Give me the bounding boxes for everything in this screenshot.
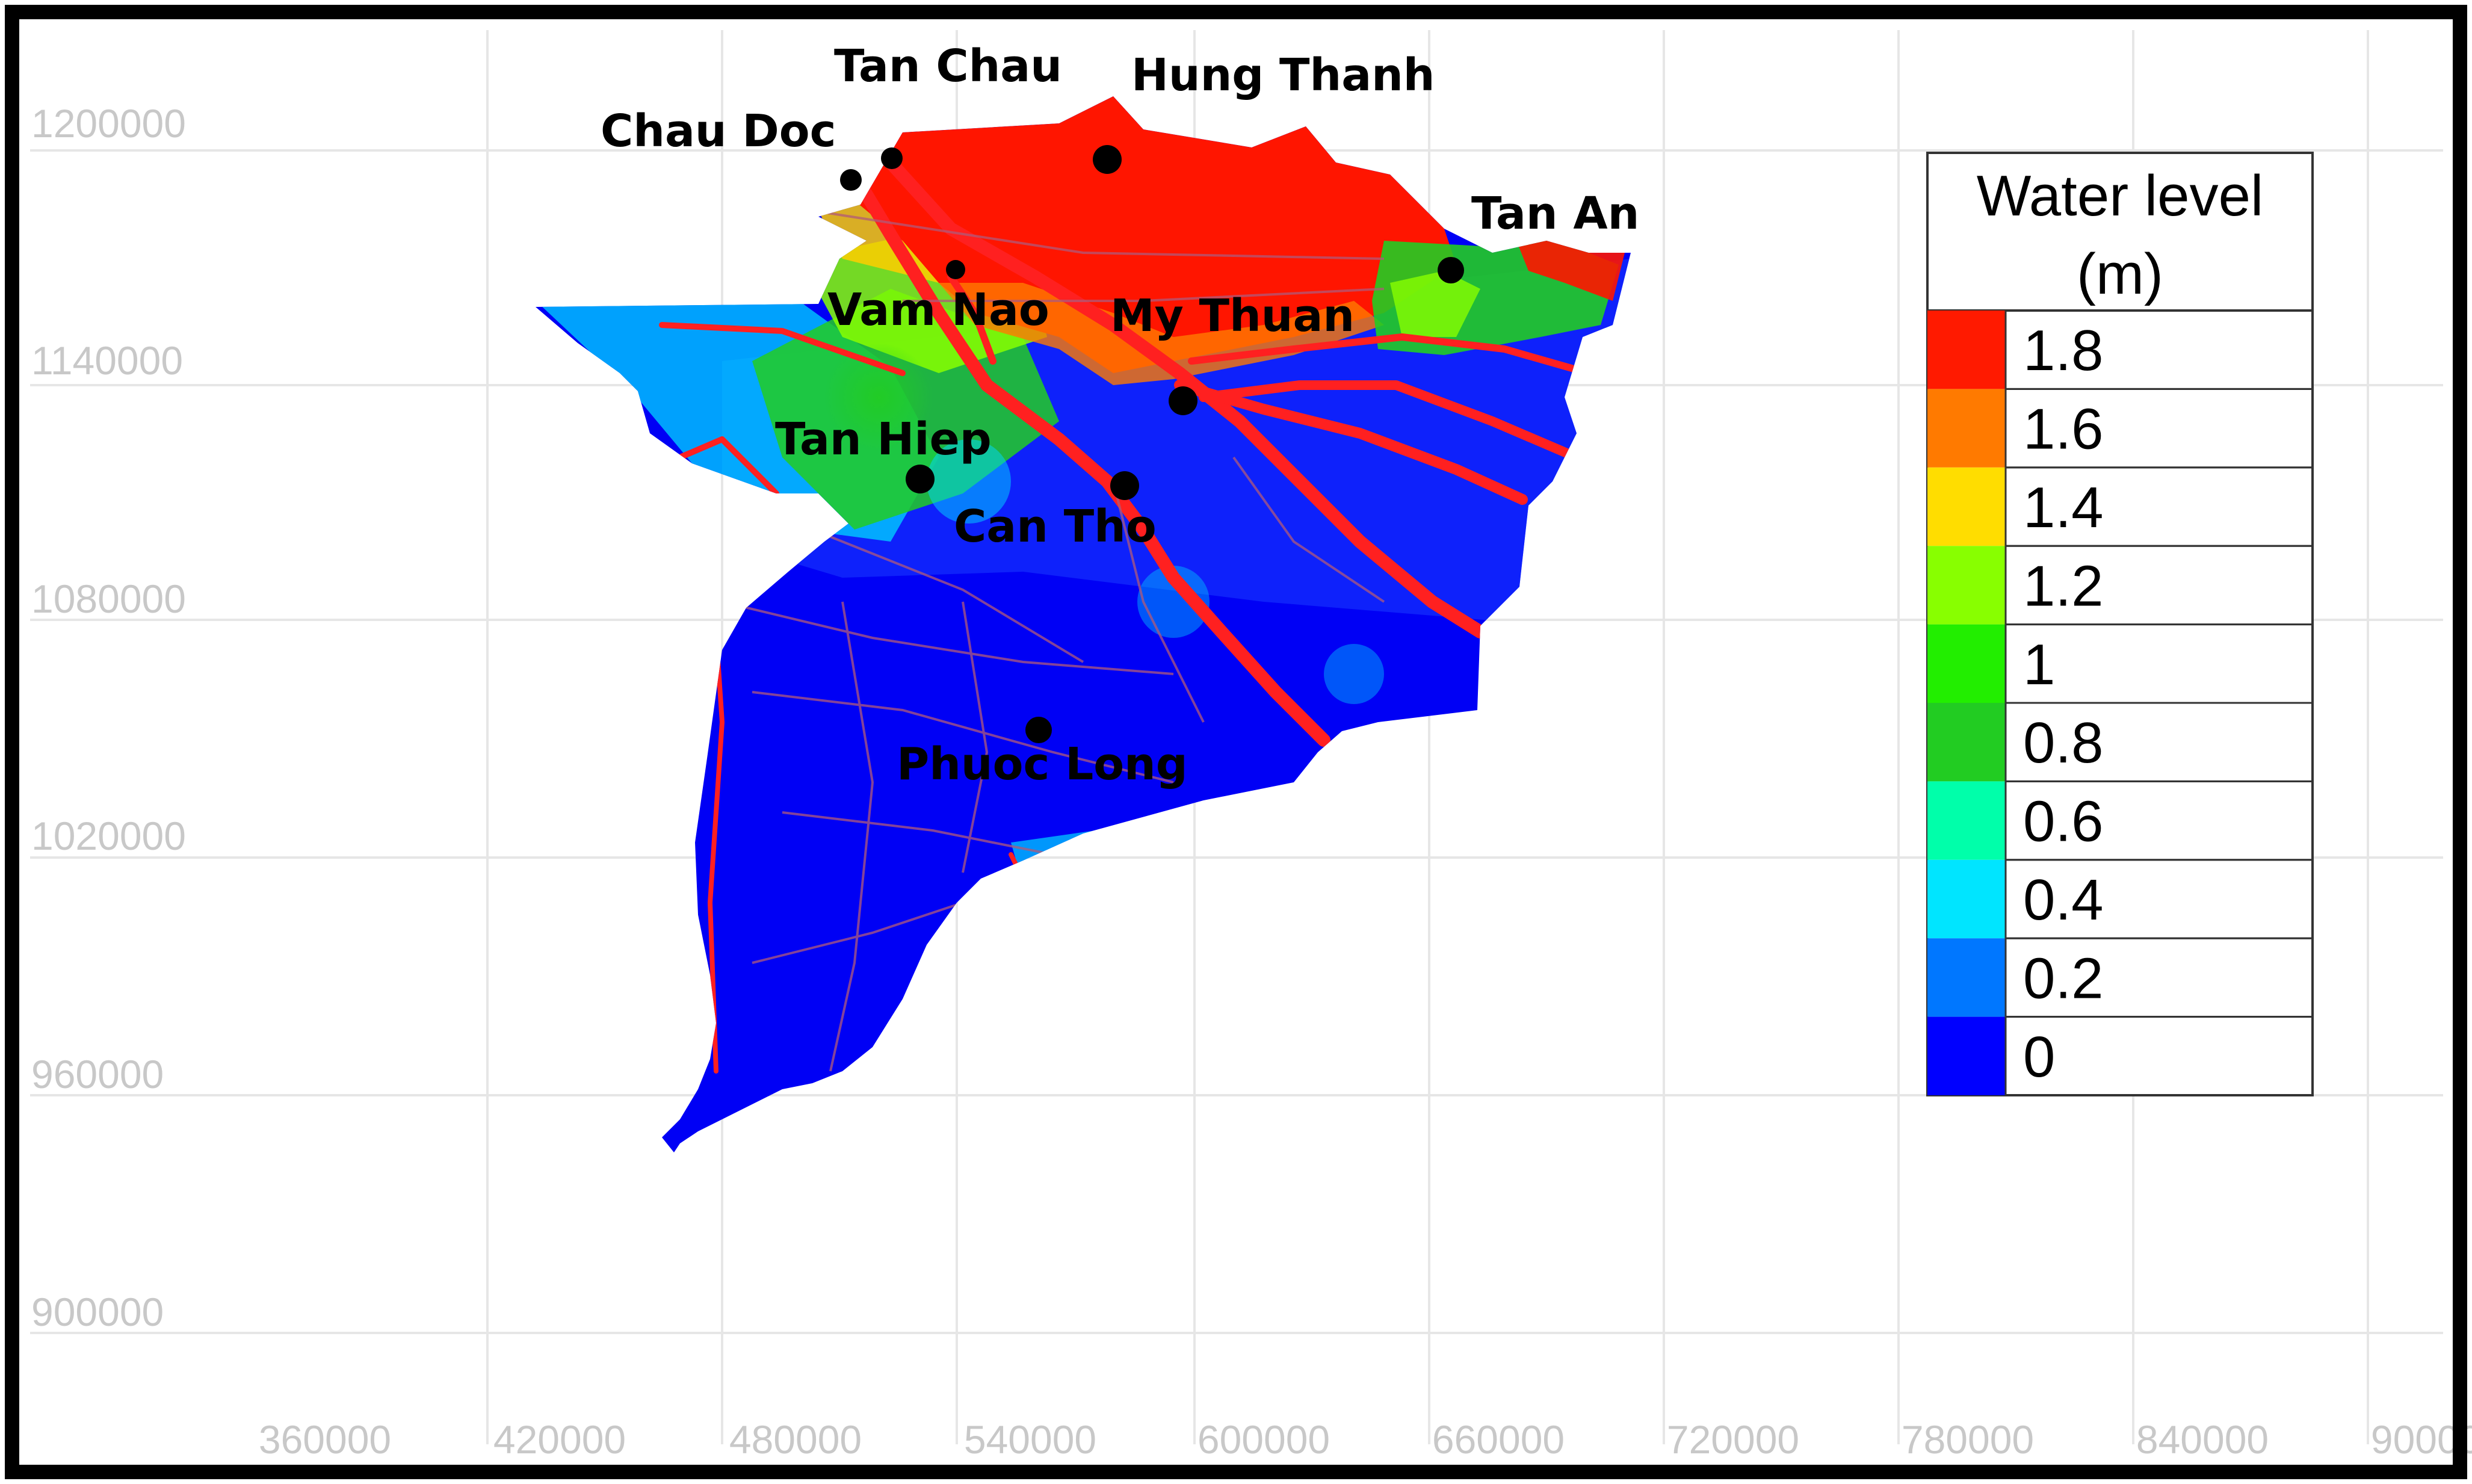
river-branch-2: [1199, 380, 1581, 462]
canal: [962, 601, 989, 873]
legend-label: 0: [2023, 1025, 2055, 1089]
x-tick-label: 420000: [493, 1417, 626, 1462]
legend-title-line1: Water level: [1977, 164, 2264, 228]
y-tick-label: 900000: [31, 1290, 164, 1334]
x-tick-label: 540000: [964, 1417, 1096, 1462]
canal: [722, 601, 1174, 675]
x-tick-label: 600000: [1197, 1417, 1330, 1462]
legend-swatch: [1927, 624, 2006, 703]
station-markers: [840, 145, 1464, 743]
y-tick-label: 960000: [31, 1052, 164, 1096]
legend-items: 1.8 1.6 1.4 1.2 1 0.8 0.6 0.4 0.2 0: [1927, 309, 2314, 1096]
legend-title-line2: (m): [2077, 242, 2163, 306]
legend-label: 1.4: [2023, 475, 2103, 540]
canal: [903, 288, 1385, 302]
canal: [752, 691, 1174, 784]
legend-swatch: [1927, 546, 2006, 625]
canal: [812, 528, 1084, 663]
canal-west: [659, 322, 906, 376]
legend-swatch: [1927, 938, 2006, 1017]
river-hau: [848, 168, 1330, 747]
river-branch-1: [1174, 380, 1528, 505]
y-axis-tick-labels: 1200000 1140000 1080000 1020000 960000 900000: [31, 101, 186, 1334]
legend-label: 0.2: [2023, 946, 2103, 1010]
canal: [782, 811, 1054, 856]
x-tick-label: 660000: [1432, 1417, 1565, 1462]
marker-tan-hiep: [906, 465, 935, 493]
river-branch-3: [1188, 333, 1592, 377]
y-tick-label: 1200000: [31, 101, 186, 146]
marker-can-tho: [1110, 471, 1139, 500]
canal: [1112, 481, 1205, 723]
canal-coast: [677, 436, 779, 496]
label-chau-doc: Chau Doc: [601, 105, 836, 157]
legend-swatch: [1927, 1016, 2006, 1095]
y-tick-label: 1020000: [31, 814, 186, 858]
marker-vam-nao: [946, 260, 965, 279]
marker-phuoc-long: [1025, 717, 1052, 743]
legend-label: 1.8: [2023, 318, 2103, 383]
x-tick-label: 360000: [259, 1417, 391, 1462]
marker-my-thuan: [1169, 386, 1197, 415]
legend: Water level (m) 1.8 1.6 1.4 1.2 1 0.8 0.6 0.4 0.…: [1926, 152, 2314, 1096]
label-vam-nao: Vam Nao: [827, 284, 1049, 336]
canal: [829, 601, 874, 1072]
zone-level-1.8-east: [1516, 241, 1625, 301]
spot: [1324, 644, 1384, 704]
legend-swatch: [1927, 389, 2006, 468]
label-phuoc-long: Phuoc Long: [897, 738, 1188, 790]
marker-hung-thanh: [1093, 145, 1122, 174]
spot: [1137, 566, 1210, 638]
label-can-tho: Can Tho: [954, 501, 1157, 552]
spot: [824, 343, 933, 451]
legend-label: 0.8: [2023, 711, 2103, 775]
y-tick-label: 1140000: [31, 338, 183, 383]
legend-label: 1: [2023, 632, 2055, 697]
legend-swatch: [1927, 859, 2006, 939]
x-tick-label: 720000: [1667, 1417, 1799, 1462]
x-axis-tick-labels: 360000 420000 480000 540000 600000 660000 7200…: [259, 1417, 2472, 1462]
legend-label: 1.6: [2023, 397, 2103, 462]
legend-cell: [2004, 1016, 2314, 1096]
x-tick-label: 840000: [2136, 1417, 2269, 1462]
label-tan-hiep: Tan Hiep: [775, 413, 992, 465]
canal: [1232, 456, 1385, 603]
legend-label: 0.4: [2023, 868, 2103, 932]
legend-label: 1.2: [2023, 554, 2103, 618]
marker-tan-an: [1438, 257, 1464, 283]
label-hung-thanh: Hung Thanh: [1131, 49, 1435, 101]
marker-tan-chau: [881, 147, 903, 169]
legend-swatch: [1927, 781, 2006, 860]
canal-network: [722, 209, 1385, 1072]
legend-label: 0.6: [2023, 790, 2103, 854]
label-my-thuan: My Thuan: [1110, 290, 1355, 342]
y-tick-label: 1080000: [31, 577, 186, 621]
canal: [812, 209, 1385, 260]
station-labels: Chau Doc Tan Chau Hung Thanh Tan An Vam …: [601, 40, 1639, 790]
figure-frame: [5, 5, 2467, 1479]
x-tick-label: 480000: [729, 1417, 862, 1462]
label-tan-chau: Tan Chau: [834, 40, 1062, 92]
marker-chau-doc: [840, 169, 862, 191]
spot: [927, 439, 1011, 524]
river-vam-nao: [947, 273, 997, 365]
legend-swatch: [1927, 467, 2006, 546]
legend-swatch: [1927, 311, 2006, 389]
zone-level-1.2-east: [1390, 271, 1480, 337]
canal: [752, 901, 963, 964]
x-tick-label: 780000: [1902, 1417, 2034, 1462]
legend-swatch: [1927, 703, 2006, 782]
label-tan-an: Tan An: [1471, 188, 1639, 240]
zone-level-1.6: [939, 283, 1384, 385]
